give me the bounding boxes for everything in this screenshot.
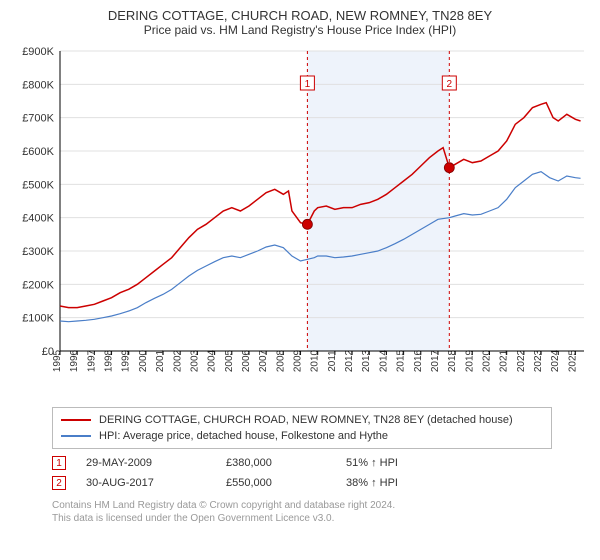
svg-text:£400K: £400K — [22, 213, 54, 225]
chart-title: DERING COTTAGE, CHURCH ROAD, NEW ROMNEY,… — [10, 8, 590, 23]
license-line-2: This data is licensed under the Open Gov… — [52, 512, 590, 525]
legend-item-hpi: HPI: Average price, detached house, Folk… — [61, 428, 543, 444]
svg-text:2002: 2002 — [172, 349, 183, 372]
svg-text:£200K: £200K — [22, 279, 54, 291]
svg-text:2005: 2005 — [224, 349, 235, 372]
transaction-hpi-1: 51% ↑ HPI — [346, 457, 486, 469]
svg-text:2004: 2004 — [207, 349, 218, 372]
svg-text:2008: 2008 — [275, 349, 286, 372]
legend-label-property: DERING COTTAGE, CHURCH ROAD, NEW ROMNEY,… — [99, 414, 513, 426]
transaction-row-2: 2 30-AUG-2017 £550,000 38% ↑ HPI — [52, 473, 590, 493]
svg-text:1999: 1999 — [121, 349, 132, 372]
chart-area: £0£100K£200K£300K£400K£500K£600K£700K£80… — [10, 41, 590, 401]
svg-text:2023: 2023 — [533, 349, 544, 372]
svg-text:2025: 2025 — [567, 349, 578, 372]
svg-text:1998: 1998 — [104, 349, 115, 372]
svg-text:2006: 2006 — [241, 349, 252, 372]
chart-subtitle: Price paid vs. HM Land Registry's House … — [10, 23, 590, 37]
svg-text:£700K: £700K — [22, 113, 54, 125]
svg-text:1: 1 — [305, 79, 311, 90]
svg-text:2012: 2012 — [344, 349, 355, 372]
svg-text:2016: 2016 — [413, 349, 424, 372]
transactions-table: 1 29-MAY-2009 £380,000 51% ↑ HPI 2 30-AU… — [52, 453, 590, 493]
svg-text:1995: 1995 — [52, 349, 63, 372]
svg-text:1996: 1996 — [69, 349, 80, 372]
svg-text:2022: 2022 — [516, 349, 527, 372]
svg-text:1997: 1997 — [86, 349, 97, 372]
transaction-marker-2: 2 — [52, 476, 66, 490]
chart-container: DERING COTTAGE, CHURCH ROAD, NEW ROMNEY,… — [0, 0, 600, 560]
svg-text:2011: 2011 — [327, 350, 338, 372]
license-text: Contains HM Land Registry data © Crown c… — [52, 499, 590, 525]
svg-text:2009: 2009 — [293, 349, 304, 372]
svg-text:2010: 2010 — [310, 349, 321, 372]
svg-text:2013: 2013 — [361, 349, 372, 372]
transaction-date-1: 29-MAY-2009 — [86, 457, 226, 469]
transaction-row-1: 1 29-MAY-2009 £380,000 51% ↑ HPI — [52, 453, 590, 473]
svg-text:2000: 2000 — [138, 349, 149, 372]
legend-swatch-hpi — [61, 435, 91, 437]
svg-text:2017: 2017 — [430, 349, 441, 372]
line-chart-svg: £0£100K£200K£300K£400K£500K£600K£700K£80… — [10, 41, 590, 401]
legend-item-property: DERING COTTAGE, CHURCH ROAD, NEW ROMNEY,… — [61, 412, 543, 428]
svg-text:2018: 2018 — [447, 349, 458, 372]
svg-text:£600K: £600K — [22, 146, 54, 158]
svg-text:2024: 2024 — [550, 349, 561, 372]
svg-text:£800K: £800K — [22, 79, 54, 91]
transaction-hpi-2: 38% ↑ HPI — [346, 477, 486, 489]
legend: DERING COTTAGE, CHURCH ROAD, NEW ROMNEY,… — [52, 407, 552, 449]
svg-text:£500K: £500K — [22, 179, 54, 191]
legend-swatch-property — [61, 419, 91, 421]
transaction-marker-1: 1 — [52, 456, 66, 470]
svg-text:2020: 2020 — [482, 349, 493, 372]
svg-text:£300K: £300K — [22, 246, 54, 258]
svg-text:2014: 2014 — [378, 349, 389, 372]
legend-label-hpi: HPI: Average price, detached house, Folk… — [99, 430, 388, 442]
license-line-1: Contains HM Land Registry data © Crown c… — [52, 499, 590, 512]
svg-text:2021: 2021 — [499, 349, 510, 372]
transaction-date-2: 30-AUG-2017 — [86, 477, 226, 489]
svg-text:2007: 2007 — [258, 349, 269, 372]
svg-text:2019: 2019 — [464, 349, 475, 372]
transaction-price-2: £550,000 — [226, 477, 346, 489]
transaction-price-1: £380,000 — [226, 457, 346, 469]
svg-text:£100K: £100K — [22, 313, 54, 325]
svg-text:2015: 2015 — [396, 349, 407, 372]
svg-text:2001: 2001 — [155, 349, 166, 372]
svg-text:2003: 2003 — [189, 349, 200, 372]
svg-text:£900K: £900K — [22, 46, 54, 58]
svg-text:2: 2 — [447, 79, 453, 90]
